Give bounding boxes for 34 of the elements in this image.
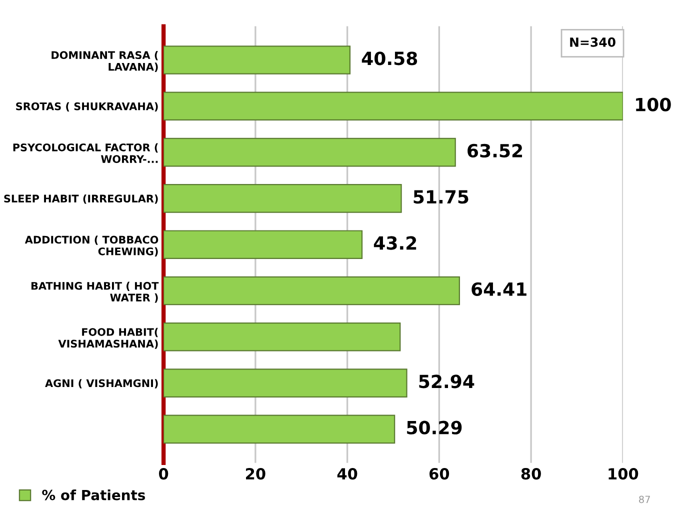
- data-label: 51.75: [414, 190, 468, 204]
- x-tick-label: 20: [246, 468, 266, 480]
- y-tick-label: ADDICTION ( TOBBACO CHEWING): [24, 236, 158, 257]
- bar: [164, 184, 402, 213]
- y-tick-label: BATHING HABIT ( HOT WATER ): [31, 282, 159, 303]
- x-tick-label: 100: [608, 468, 638, 480]
- y-tick-label: SROTAS ( SHUKRAVAHA): [16, 102, 158, 112]
- bar: [164, 92, 623, 121]
- bar: [164, 276, 460, 306]
- text: 87: [639, 496, 650, 504]
- y-tick-label: PSYCOLOGICAL FACTOR ( WORRY-...: [13, 143, 158, 164]
- bar: [164, 230, 363, 259]
- data-label: 52.94: [419, 374, 474, 388]
- y-tick-label: SLEEP HABIT (IRREGULAR): [4, 194, 158, 204]
- data-label: 64.41: [472, 282, 526, 296]
- data-label: 50.29: [407, 420, 462, 434]
- y-tick-label: DOMINANT RASA ( LAVANA): [52, 51, 158, 72]
- y-tick-label: AGNI ( VISHAMGNI): [45, 379, 158, 388]
- bar: [164, 368, 408, 398]
- x-tick-label: 0: [158, 468, 168, 480]
- data-label: 40.58: [362, 52, 418, 66]
- x-tick-label: 60: [429, 468, 450, 480]
- y-tick-label: FOOD HABIT( VISHAMASHANA): [58, 328, 158, 349]
- bar: [164, 414, 396, 444]
- x-tick-label: 40: [337, 468, 358, 480]
- bar: [164, 46, 351, 74]
- x-tick-label: 80: [521, 468, 541, 480]
- data-label: 100: [636, 98, 671, 112]
- bar: [164, 138, 456, 167]
- data-label: 43.2: [374, 236, 416, 250]
- data-label: 63.52: [468, 144, 522, 158]
- annotation: N=340: [570, 37, 616, 47]
- bar: [164, 322, 401, 352]
- legend-label: % of Patients: [42, 490, 145, 500]
